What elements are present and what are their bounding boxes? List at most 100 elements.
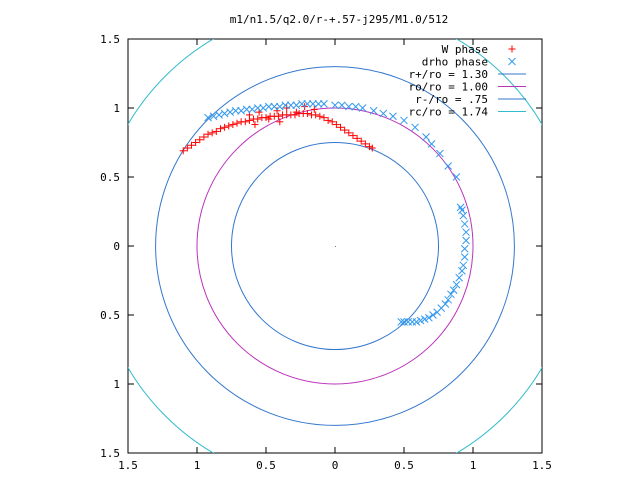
data-point	[411, 123, 419, 132]
data-point	[310, 105, 318, 113]
data-point	[436, 149, 444, 158]
data-point	[229, 121, 237, 129]
data-point	[460, 220, 469, 228]
data-point	[179, 147, 187, 155]
data-point	[397, 318, 406, 326]
data-point	[264, 102, 273, 111]
data-point	[298, 100, 306, 108]
axis-ticks: 1.5 1 0.5 0 0.5 1 1.51.510.500.511.5	[100, 33, 552, 472]
scatter-points	[179, 100, 470, 326]
data-point	[231, 106, 240, 115]
data-point	[265, 115, 273, 123]
data-point	[447, 290, 455, 299]
data-point	[292, 108, 300, 116]
data-point	[379, 109, 388, 118]
legend-marker	[508, 45, 516, 53]
y-tick-label: 1.5	[100, 447, 120, 460]
data-point	[251, 121, 259, 129]
data-point	[215, 111, 223, 119]
legend-label: drho phase	[422, 56, 488, 69]
data-point	[351, 102, 360, 111]
data-point	[357, 137, 365, 145]
data-point	[460, 253, 469, 261]
data-point	[196, 136, 204, 144]
legend-marker	[508, 57, 516, 66]
data-point	[316, 112, 324, 120]
data-point	[353, 134, 361, 142]
data-point	[341, 126, 349, 134]
x-tick-label: 1	[194, 459, 201, 472]
data-point	[422, 133, 430, 141]
data-point	[183, 144, 191, 152]
data-point	[225, 122, 233, 130]
data-point	[429, 311, 437, 319]
data-point	[427, 140, 436, 148]
data-point	[237, 106, 246, 115]
data-point	[361, 140, 369, 148]
y-tick-label: 1	[113, 378, 120, 391]
x-tick-label: 0.5	[394, 459, 414, 472]
data-point	[455, 273, 464, 282]
legend-label: r+/ro = 1.30	[409, 68, 488, 81]
data-point	[416, 316, 425, 325]
data-point	[349, 132, 357, 140]
data-point	[328, 118, 336, 126]
data-point	[192, 139, 200, 146]
y-tick-label: 1	[113, 102, 120, 115]
legend-label: rc/ro = 1.74	[409, 106, 489, 119]
data-point	[452, 280, 461, 289]
circle-curve	[231, 142, 439, 350]
data-point	[204, 130, 212, 138]
x-tick-label: 0	[332, 459, 339, 472]
data-point	[233, 119, 241, 127]
data-point	[200, 133, 208, 141]
data-point	[460, 244, 469, 253]
data-point	[459, 261, 468, 270]
data-point	[324, 116, 332, 124]
circle-curve	[196, 107, 474, 385]
data-point	[187, 141, 195, 149]
data-point	[248, 105, 257, 114]
data-point	[420, 315, 429, 323]
data-point	[449, 286, 458, 295]
data-point	[424, 313, 433, 322]
circle-curves	[128, 39, 542, 453]
data-point	[400, 116, 408, 125]
data-point	[337, 123, 345, 131]
data-point	[253, 104, 262, 112]
y-tick-label: 0.5	[100, 171, 120, 184]
legend-label: ro/ro = 1.00	[409, 81, 488, 94]
data-point	[292, 101, 301, 110]
data-point	[303, 110, 311, 118]
data-point	[274, 112, 282, 120]
data-point	[408, 318, 417, 326]
data-point	[259, 104, 268, 112]
data-point	[303, 100, 312, 108]
data-point	[338, 101, 346, 110]
data-point	[400, 318, 408, 326]
data-point	[459, 211, 468, 220]
data-point	[312, 111, 320, 119]
data-point	[458, 206, 466, 214]
data-point	[286, 101, 295, 110]
circle-curve	[128, 39, 542, 453]
data-point	[452, 173, 461, 181]
data-point	[344, 102, 353, 111]
legend-label: r-/ro = .75	[415, 93, 488, 106]
origin-dot	[335, 246, 336, 247]
y-tick-label: 0	[113, 240, 120, 253]
y-tick-label: 1.5	[100, 33, 120, 46]
x-tick-label: 1.5	[532, 459, 552, 472]
data-point	[331, 101, 339, 110]
data-point	[314, 100, 323, 108]
data-point	[220, 109, 229, 118]
circle-curve	[155, 66, 515, 426]
data-point	[433, 308, 441, 317]
legend-label: W phase	[442, 43, 488, 56]
data-point	[369, 106, 378, 115]
data-point	[241, 118, 249, 126]
chart-title: m1/n1.5/q2.0/r-+.57-j295/M1.0/512	[230, 13, 449, 26]
data-point	[276, 118, 284, 126]
data-point	[226, 108, 234, 116]
